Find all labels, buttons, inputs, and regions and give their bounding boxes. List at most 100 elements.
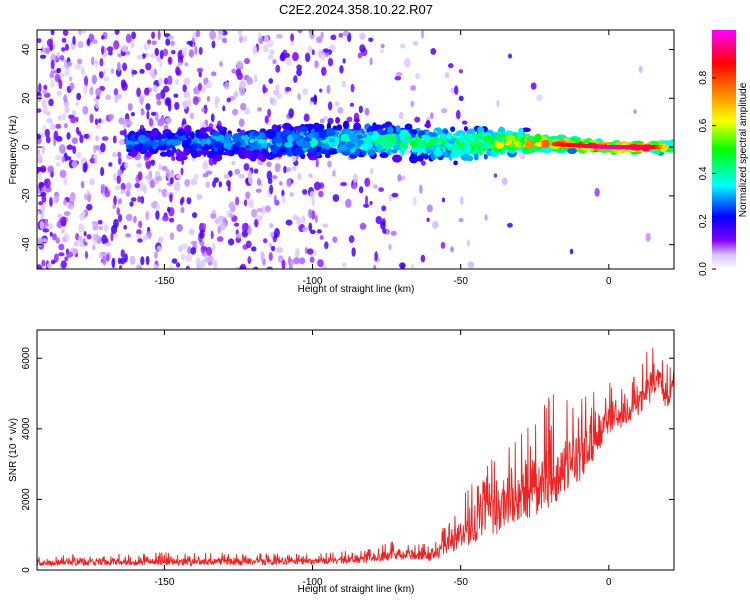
spectrogram-speck [319, 118, 325, 124]
spectrogram-speck [253, 266, 259, 269]
spectrogram-band-cell [310, 138, 319, 147]
spectrogram-speck [70, 115, 77, 124]
spectrogram-speck [84, 77, 88, 88]
spectrogram-speck [41, 144, 46, 155]
spectrogram-band-cell [257, 138, 266, 144]
spectrogram-speck [40, 165, 47, 173]
spectrogram-speck [316, 229, 322, 234]
spectrogram-speck [48, 98, 54, 107]
spectrogram-band-cell [372, 124, 382, 130]
spectrogram-speck [219, 221, 227, 231]
spectrogram-speck [145, 159, 152, 170]
spectrogram-speck [141, 109, 146, 115]
spectrogram-speck [171, 50, 176, 55]
spectrogram-speck [316, 36, 323, 44]
spectrogram-speck [118, 198, 123, 204]
spectrogram-speck [398, 111, 404, 120]
spectrogram-speck [238, 118, 245, 128]
spectrogram-speck [216, 215, 224, 224]
spectrogram-speck [57, 114, 62, 122]
spectrogram-band-cell [475, 133, 483, 140]
spectrogram-speck [174, 79, 179, 86]
spectrogram-band-cell [149, 129, 159, 137]
spectrogram-speck [196, 193, 203, 200]
spectrogram-speck [165, 191, 170, 197]
spectrogram-speck [148, 117, 154, 127]
spectrogram-speck [186, 197, 192, 205]
spectrogram-speck [59, 54, 65, 61]
spectrogram-speck [82, 105, 89, 115]
spectrogram-speck [120, 182, 126, 192]
spectrogram-speck [98, 252, 103, 259]
spectrogram-speck [466, 239, 471, 247]
spectrogram-speck [112, 135, 117, 144]
spectrogram-band-cell [541, 139, 550, 148]
spectrogram-speck [180, 167, 184, 176]
spectrogram-speck [201, 107, 205, 113]
spectrogram-speck [92, 233, 100, 241]
spectrogram-band-cell [473, 153, 479, 161]
spectrogram-speck [149, 179, 156, 189]
spectrogram-speck [327, 160, 332, 168]
spectrogram-speck [66, 144, 74, 150]
spectrogram-speck [187, 246, 192, 255]
spectrogram-speck [40, 204, 46, 213]
spectrogram-speck [161, 165, 168, 171]
spectrogram-speck [98, 226, 104, 231]
spectrogram-speck [313, 250, 317, 257]
spectrogram-band-cell [137, 134, 148, 144]
spectrogram-band-cell [260, 142, 267, 150]
spectrogram-band-cell [261, 148, 267, 154]
spectrogram-speck [144, 175, 152, 180]
spectrogram-band-cell [236, 128, 241, 133]
spectrogram-band-cell [183, 147, 190, 156]
spectrogram-speck [113, 195, 117, 206]
spectrogram-speck [189, 112, 195, 120]
spectrogram-speck [285, 58, 292, 66]
spectrogram-band-cell [252, 149, 261, 155]
spectrogram-speck [290, 40, 295, 46]
spectrogram-speck [359, 44, 366, 53]
spectrogram-speck [155, 93, 162, 101]
spectrogram-speck [53, 195, 60, 204]
spectrogram-speck [327, 101, 333, 111]
spectrogram-band-cell [253, 143, 262, 149]
spectrogram-speck [332, 236, 338, 243]
spectrogram-speck [234, 168, 241, 175]
spectrogram-speck [395, 72, 403, 77]
spectrogram-speck [102, 255, 107, 266]
spectrogram-speck [86, 38, 91, 46]
spectrogram-y-label: Frequency (Hz) [8, 116, 19, 185]
spectrogram-speck [67, 202, 75, 210]
spectrogram-speck [151, 40, 157, 46]
spectrogram-speck [420, 30, 425, 39]
spectrogram-speck [121, 51, 126, 57]
spectrogram-speck [145, 62, 152, 71]
spectrogram-speck [64, 256, 69, 262]
spectrogram-speck [447, 63, 454, 69]
spectrogram-speck [403, 57, 411, 68]
spectrogram-speck [159, 49, 164, 60]
spectrogram-speck [297, 93, 301, 101]
spectrogram-speck [192, 96, 199, 106]
spectrogram-speck [212, 259, 218, 269]
spectrogram-speck [41, 238, 48, 243]
spectrogram-band-cell [199, 131, 205, 137]
spectrogram-speck [139, 96, 144, 105]
spectrogram-band-cell [505, 146, 514, 151]
spectrogram-speck [55, 162, 61, 167]
spectrogram-speck [167, 75, 173, 85]
spectrogram-speck [102, 52, 108, 58]
spectrogram-speck [186, 40, 194, 45]
spectrogram-speck [194, 173, 199, 180]
spectrogram-speck [368, 37, 374, 43]
spectrogram-speck [269, 97, 274, 105]
spectrogram-band-cell [257, 152, 264, 161]
spectrogram-speck [137, 238, 143, 243]
spectrogram-speck [157, 188, 163, 193]
spectrogram-speck [267, 54, 274, 60]
spectrogram-speck [330, 34, 337, 41]
colorbar-label: Normalized spectral amplitude [738, 82, 749, 217]
spectrogram-speck [250, 246, 257, 252]
x-tick-label: -150 [154, 577, 174, 588]
